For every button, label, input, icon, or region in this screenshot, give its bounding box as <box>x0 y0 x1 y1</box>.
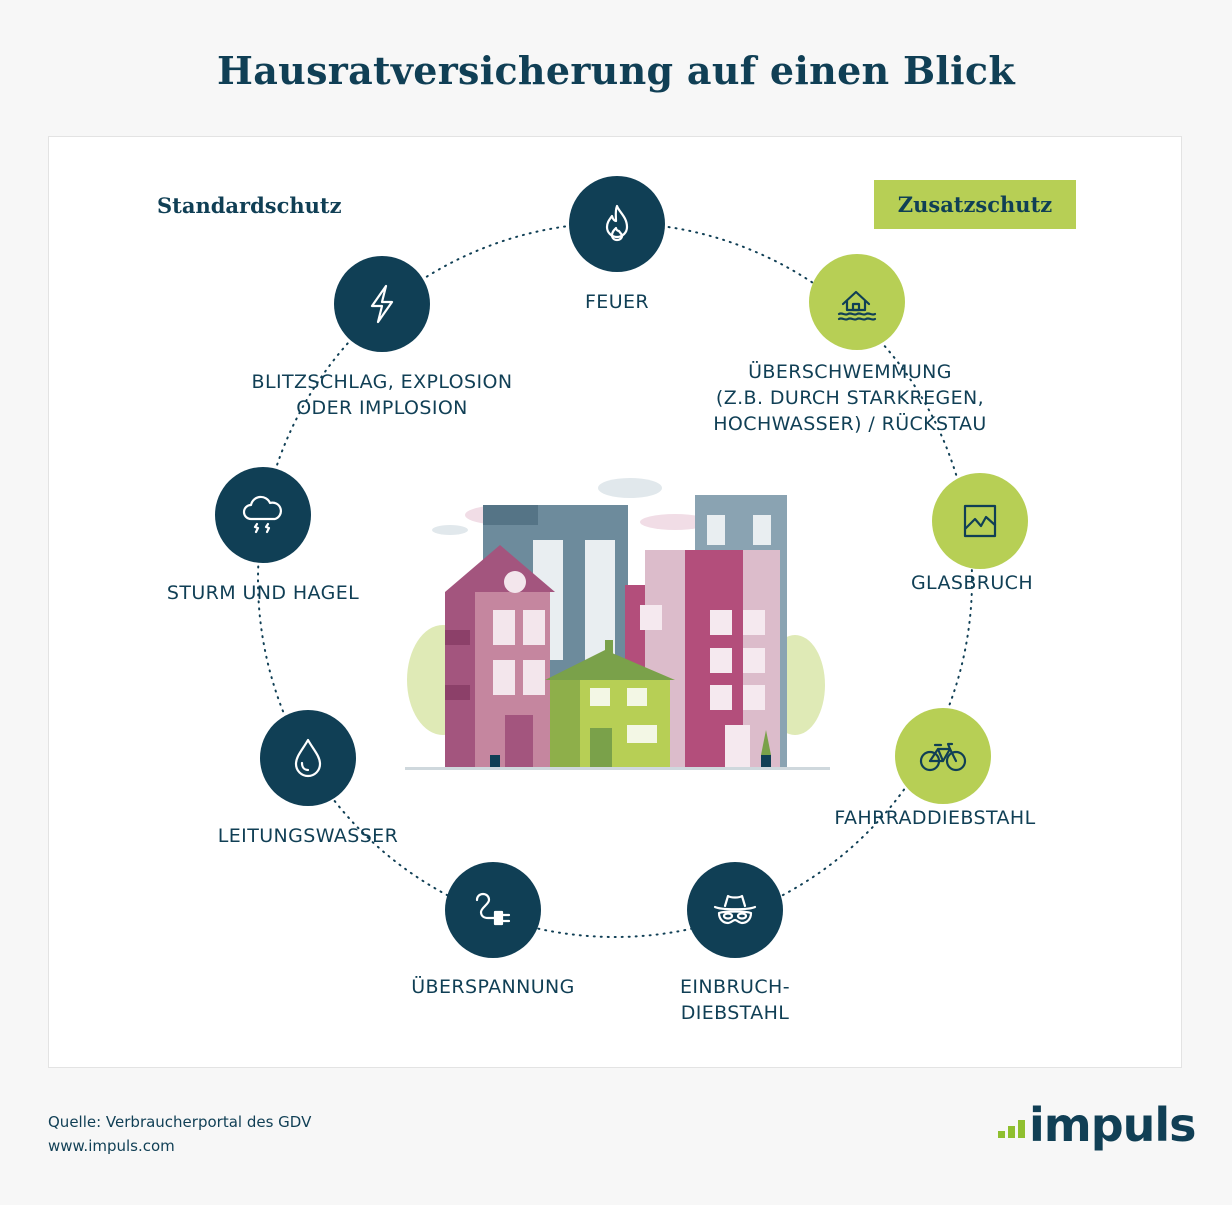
power-plug-icon <box>445 862 541 958</box>
item-label-leitungswasser: LEITUNGSWASSER <box>217 825 399 847</box>
lightning-icon <box>334 256 430 352</box>
item-label-fahrraddiebstahl: FAHRRADDIEBSTAHL <box>834 807 1036 829</box>
impuls-logo: impuls <box>998 1098 1197 1152</box>
flooded-house-icon <box>809 254 905 350</box>
logo-text: impuls <box>1029 1098 1197 1152</box>
flame-icon <box>569 176 665 272</box>
item-label-einbruchdiebstahl: EINBRUCH- DIEBSTAHL <box>680 976 790 1024</box>
item-label-blitzschlag: BLITZSCHLAG, EXPLOSION ODER IMPLOSION <box>251 371 513 419</box>
item-label-ueberschwemmung: ÜBERSCHWEMMUNG (Z.B. DURCH STARKREGEN, H… <box>713 361 987 435</box>
source-note: Quelle: Verbraucherportal des GDV www.im… <box>48 1110 311 1158</box>
website-link[interactable]: www.impuls.com <box>48 1137 175 1155</box>
item-label-ueberspannung: ÜBERSPANNUNG <box>411 976 575 998</box>
bicycle-icon <box>895 708 991 804</box>
storm-cloud-icon <box>215 467 311 563</box>
item-label-glasbruch: GLASBRUCH <box>910 572 1034 594</box>
broken-glass-icon <box>932 473 1028 569</box>
buildings-illustration <box>405 478 830 770</box>
item-label-feuer: FEUER <box>584 291 650 313</box>
water-drop-icon <box>260 710 356 806</box>
logo-bars-icon <box>998 1120 1025 1138</box>
burglar-icon <box>687 862 783 958</box>
source-text: Quelle: Verbraucherportal des GDV <box>48 1113 312 1131</box>
legend-standard: Standardschutz <box>157 193 342 218</box>
page-title: Hausratversicherung auf einen Blick <box>217 48 1015 93</box>
legend-additional: Zusatzschutz <box>874 180 1076 229</box>
item-label-sturm-hagel: STURM UND HAGEL <box>166 582 360 604</box>
